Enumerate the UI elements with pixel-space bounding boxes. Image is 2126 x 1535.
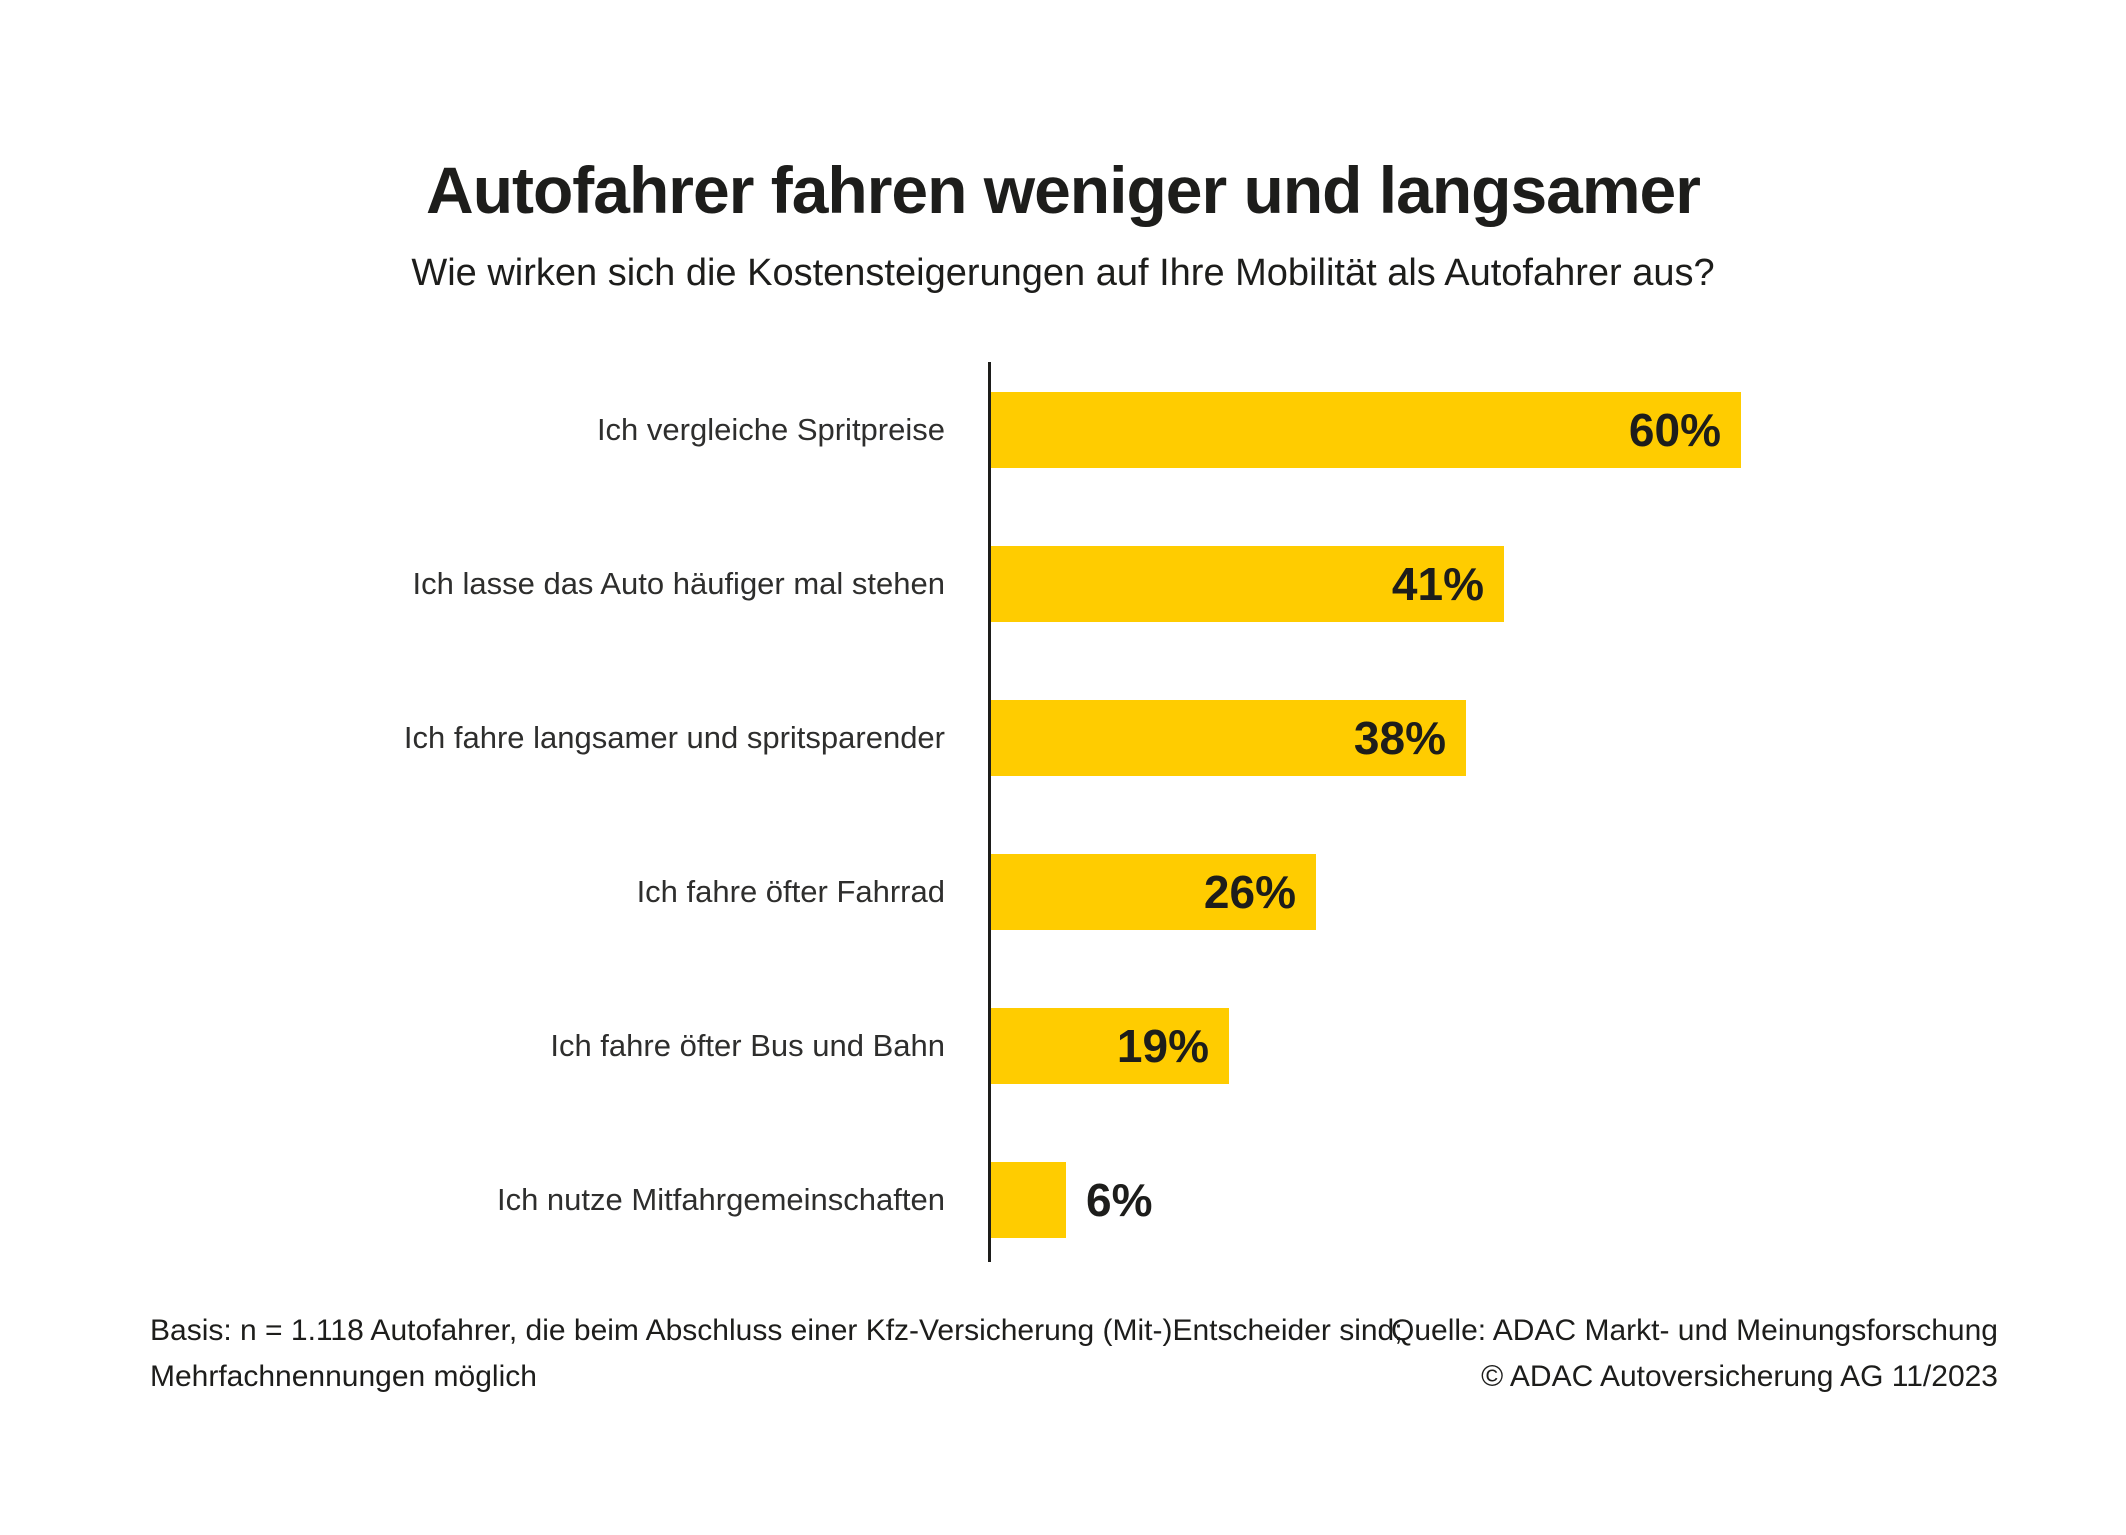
bar-track: 41%	[991, 546, 2126, 622]
value-label: 41%	[1391, 558, 1484, 610]
category-label: Ich fahre langsamer und spritsparender	[403, 720, 945, 756]
bar: 19%	[991, 1008, 1229, 1084]
bar-track: 6%	[991, 1162, 2126, 1238]
category-label: Ich vergleiche Spritpreise	[596, 412, 945, 448]
bar-row: Ich fahre öfter Fahrrad 26%	[0, 815, 2126, 969]
source-note-line2: © ADAC Autoversicherung AG 11/2023	[1481, 1359, 1998, 1393]
source-note: Quelle: ADAC Markt- und Meinungsforschun…	[1391, 1308, 1998, 1400]
value-label: 38%	[1353, 712, 1446, 764]
value-label: 19%	[1116, 1020, 1209, 1072]
y-axis-line	[988, 362, 991, 1262]
bar-row: Ich fahre öfter Bus und Bahn 19%	[0, 969, 2126, 1123]
basis-note-line2: Mehrfachnennungen möglich	[150, 1359, 537, 1393]
basis-note: Basis: n = 1.118 Autofahrer, die beim Ab…	[150, 1308, 1403, 1400]
source-note-line1: Quelle: ADAC Markt- und Meinungsforschun…	[1391, 1314, 1998, 1347]
category-label: Ich fahre öfter Bus und Bahn	[550, 1028, 945, 1064]
value-label: 6%	[1086, 1174, 1153, 1226]
bar-row: Ich vergleiche Spritpreise 60%	[0, 353, 2126, 507]
bar-track: 38%	[991, 700, 2126, 776]
value-label: 60%	[1628, 404, 1721, 456]
basis-note-line1: Basis: n = 1.118 Autofahrer, die beim Ab…	[150, 1314, 1403, 1347]
bar-row: Ich lasse das Auto häufiger mal stehen 4…	[0, 507, 2126, 661]
bar-track: 60%	[991, 392, 2126, 468]
chart-title: Autofahrer fahren weniger und langsamer	[426, 153, 1701, 227]
bar	[991, 1162, 1066, 1238]
bar-chart: Ich vergleiche Spritpreise 60% Ich lasse…	[0, 353, 2126, 1277]
bar-row: Ich fahre langsamer und spritsparender 3…	[0, 661, 2126, 815]
bar-row: Ich nutze Mitfahrgemeinschaften 6%	[0, 1123, 2126, 1277]
category-label: Ich fahre öfter Fahrrad	[636, 874, 945, 910]
bar: 38%	[991, 700, 1466, 776]
bar-track: 19%	[991, 1008, 2126, 1084]
bar: 41%	[991, 546, 1504, 622]
bar: 26%	[991, 854, 1316, 930]
value-label: 26%	[1203, 866, 1296, 918]
bar-rows: Ich vergleiche Spritpreise 60% Ich lasse…	[0, 353, 2126, 1277]
category-label: Ich lasse das Auto häufiger mal stehen	[412, 566, 946, 602]
bar: 60%	[991, 392, 1741, 468]
bar-track: 26%	[991, 854, 2126, 930]
category-label: Ich nutze Mitfahrgemeinschaften	[496, 1182, 945, 1218]
chart-subtitle: Wie wirken sich die Kostensteigerungen a…	[411, 252, 1715, 294]
